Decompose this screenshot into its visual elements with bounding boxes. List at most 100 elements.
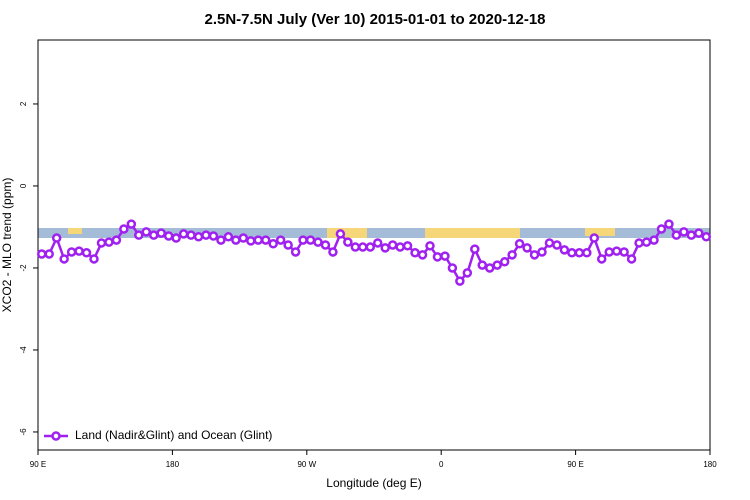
data-point (148, 230, 159, 240)
data-point (679, 227, 689, 237)
data-point (440, 251, 450, 261)
data-point (111, 235, 122, 245)
data-point (514, 239, 525, 249)
data-point (365, 242, 376, 252)
data-point (634, 238, 644, 248)
land-patch (68, 228, 82, 234)
data-point (626, 254, 637, 264)
data-point (641, 237, 652, 247)
data-point (104, 237, 114, 247)
x-tick-label: 90 E (30, 460, 46, 469)
data-point (671, 230, 682, 240)
y-axis-label: XCO2 - MLO trend (ppm) (0, 178, 14, 313)
data-point (372, 238, 383, 248)
data-point (432, 252, 443, 262)
data-point (701, 232, 712, 242)
data-point (611, 246, 622, 256)
data-point (656, 224, 667, 234)
data-point (343, 237, 353, 247)
chart-title: 2.5N-7.5N July (Ver 10) 2015-01-01 to 20… (204, 11, 545, 28)
data-point (89, 254, 99, 264)
data-point (305, 235, 316, 245)
legend-label: Land (Nadir&Glint) and Ocean (Glint) (75, 428, 272, 442)
data-point (559, 245, 570, 255)
data-point (178, 229, 189, 239)
data-point (358, 242, 368, 252)
data-point (380, 243, 390, 253)
data-point (201, 230, 211, 240)
ocean-band (38, 228, 710, 238)
legend-marker (51, 431, 61, 441)
data-point (694, 228, 704, 238)
data-point (604, 247, 614, 257)
data-point (455, 276, 465, 286)
data-point (410, 248, 420, 258)
data-point (231, 235, 241, 245)
plot-frame (37, 39, 711, 451)
data-point (141, 227, 152, 237)
data-point (395, 242, 405, 252)
data-point (417, 250, 428, 260)
data-point (51, 233, 62, 243)
data-point (484, 263, 495, 273)
data-point (567, 248, 577, 258)
data-point (246, 236, 256, 246)
y-tick-label: 0 (19, 183, 28, 188)
data-point (193, 232, 204, 242)
data-point (66, 247, 77, 257)
data-point (686, 230, 697, 240)
data-point (298, 235, 308, 245)
data-point (402, 241, 413, 251)
y-tick-label: -2 (19, 264, 28, 272)
x-tick-label: 90 W (297, 460, 316, 469)
data-point (589, 233, 600, 243)
data-point (268, 239, 278, 249)
data-point (313, 237, 323, 247)
data-point (275, 235, 286, 245)
data-point (447, 263, 458, 273)
data-point (260, 235, 271, 245)
land-patch (327, 228, 367, 238)
data-point (387, 240, 398, 250)
data-point (223, 232, 234, 242)
data-point (499, 257, 510, 267)
data-point (470, 244, 480, 254)
y-tick-label: -4 (19, 346, 28, 354)
data-point (529, 250, 540, 260)
data-point (44, 249, 54, 259)
data-point (253, 235, 264, 245)
data-point (208, 231, 219, 241)
data-point (544, 238, 555, 248)
data-point (328, 247, 338, 257)
data-point (664, 219, 674, 229)
data-point (96, 238, 107, 248)
data-point (216, 235, 226, 245)
land-patch (425, 228, 520, 238)
data-point (596, 254, 607, 264)
data-point (507, 250, 517, 260)
data-point (156, 228, 166, 238)
data-point (537, 247, 547, 257)
data-point (619, 247, 629, 257)
data-point (36, 249, 47, 259)
land-patch (585, 228, 615, 236)
data-point (119, 224, 129, 234)
data-point (649, 235, 659, 245)
data-point (186, 230, 196, 240)
data-point (477, 260, 488, 270)
data-point (238, 233, 249, 243)
data-point (425, 241, 435, 251)
data-point (522, 243, 532, 253)
x-tick-label: 90 E (567, 460, 583, 469)
x-axis-label: Longitude (deg E) (326, 476, 421, 490)
data-point (492, 260, 502, 270)
data-point (81, 248, 92, 258)
land-ocean-band (38, 228, 710, 238)
data-point (582, 248, 592, 258)
data-point (552, 240, 562, 250)
x-tick-label: 180 (703, 460, 717, 469)
data-point (163, 231, 174, 241)
data-point (171, 233, 181, 243)
